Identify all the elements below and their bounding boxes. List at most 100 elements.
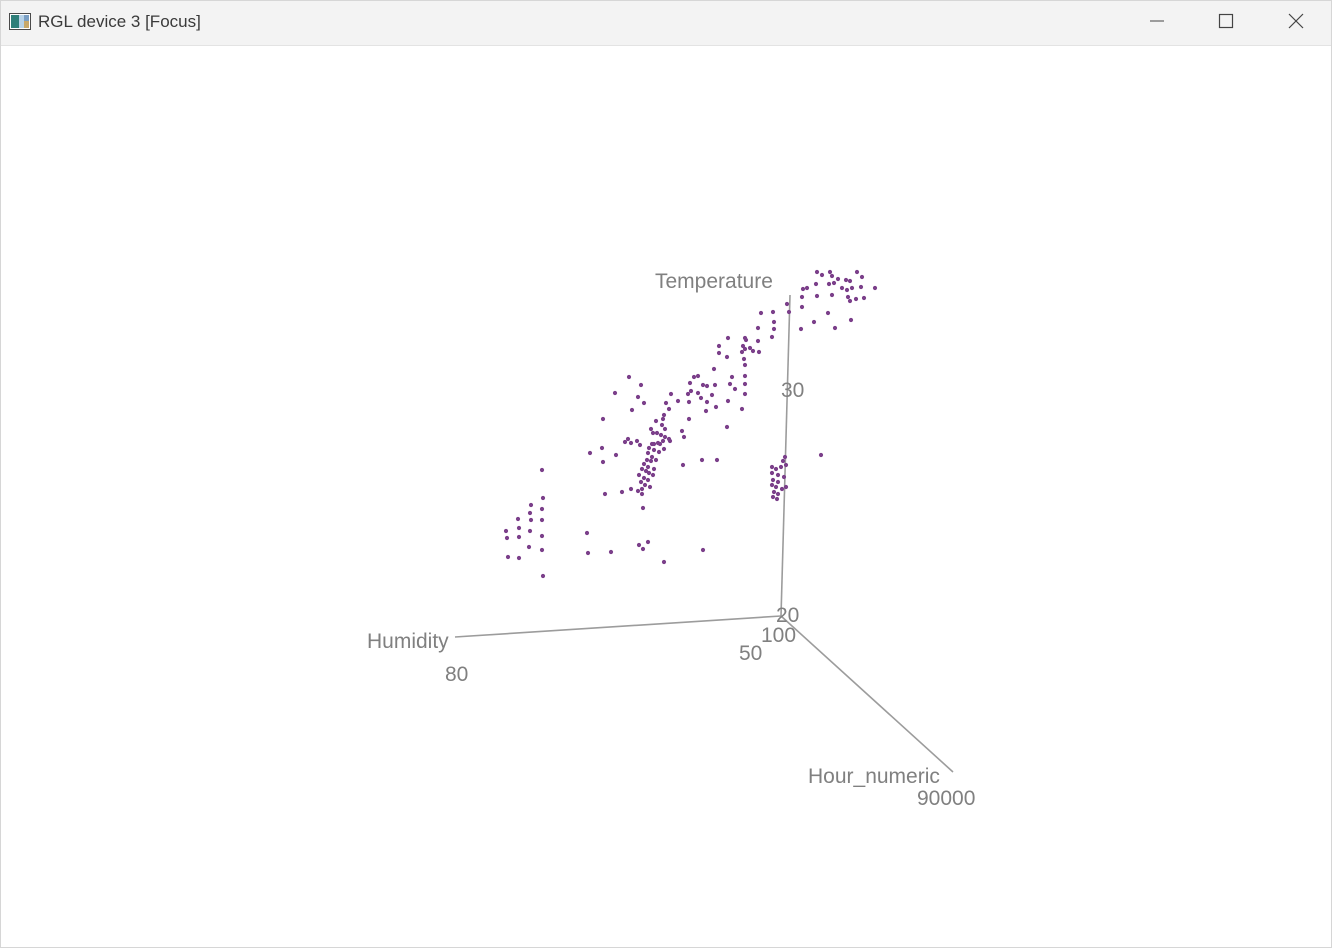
- data-point: [741, 356, 747, 362]
- data-point: [800, 286, 806, 292]
- data-point: [818, 452, 824, 458]
- data-point: [641, 461, 647, 467]
- data-point: [640, 546, 646, 552]
- data-point: [858, 284, 864, 290]
- data-point: [686, 399, 692, 405]
- tick-humidity-50: 50: [739, 642, 762, 665]
- data-point: [839, 285, 845, 291]
- data-point: [651, 466, 657, 472]
- data-point: [515, 516, 521, 522]
- maximize-icon: [1218, 13, 1234, 34]
- data-point: [539, 547, 545, 553]
- data-point: [716, 343, 722, 349]
- data-point: [653, 418, 659, 424]
- data-point: [700, 382, 706, 388]
- data-point: [527, 510, 533, 516]
- data-point: [613, 452, 619, 458]
- data-point: [773, 484, 779, 490]
- data-point: [780, 458, 786, 464]
- data-point: [646, 470, 652, 476]
- data-point: [778, 464, 784, 470]
- data-point: [727, 381, 733, 387]
- data-point: [645, 450, 651, 456]
- data-point: [782, 454, 788, 460]
- data-point: [602, 491, 608, 497]
- window-title: RGL device 3 [Focus]: [38, 12, 201, 31]
- data-point: [638, 382, 644, 388]
- data-point: [662, 426, 668, 432]
- data-point: [685, 391, 691, 397]
- scatter3d-plot[interactable]: Temperature Humidity Hour_numeric 30 20 …: [1, 46, 1331, 947]
- data-point: [645, 464, 651, 470]
- data-point: [755, 325, 761, 331]
- data-point: [750, 348, 756, 354]
- data-point: [661, 412, 667, 418]
- data-point: [612, 390, 618, 396]
- data-point: [628, 486, 634, 492]
- data-point: [642, 482, 648, 488]
- data-point: [747, 345, 753, 351]
- data-point: [861, 295, 867, 301]
- maximize-button[interactable]: [1191, 1, 1261, 45]
- data-point: [814, 269, 820, 275]
- plot-area[interactable]: Temperature Humidity Hour_numeric 30 20 …: [1, 46, 1331, 947]
- data-point: [599, 445, 605, 451]
- data-point: [695, 373, 701, 379]
- data-point: [813, 281, 819, 287]
- data-point: [742, 391, 748, 397]
- data-point: [503, 528, 509, 534]
- data-point: [775, 472, 781, 478]
- data-point: [725, 335, 731, 341]
- data-point: [516, 525, 522, 531]
- data-point: [786, 309, 792, 315]
- data-point: [636, 472, 642, 478]
- tick-humidity-80: 80: [445, 663, 468, 686]
- tick-temperature-20: 20: [776, 604, 799, 627]
- data-point: [681, 434, 687, 440]
- data-point: [688, 388, 694, 394]
- title-bar[interactable]: RGL device 3 [Focus]: [1, 1, 1331, 46]
- data-point: [743, 337, 749, 343]
- data-point: [826, 281, 832, 287]
- data-point: [641, 400, 647, 406]
- data-point: [698, 395, 704, 401]
- data-point: [713, 404, 719, 410]
- data-point: [769, 482, 775, 488]
- data-point: [629, 407, 635, 413]
- data-point: [653, 457, 659, 463]
- data-point: [679, 428, 685, 434]
- data-point: [847, 278, 853, 284]
- data-point: [680, 462, 686, 468]
- data-point: [639, 486, 645, 492]
- data-point: [825, 310, 831, 316]
- data-point: [644, 457, 650, 463]
- data-point: [539, 517, 545, 523]
- data-point: [847, 298, 853, 304]
- data-point: [657, 441, 663, 447]
- data-point: [711, 366, 717, 372]
- data-point: [832, 325, 838, 331]
- minimize-button[interactable]: [1122, 1, 1192, 45]
- rgl-app-icon: [9, 13, 31, 30]
- data-point: [829, 292, 835, 298]
- data-point: [755, 338, 761, 344]
- data-point: [854, 269, 860, 275]
- close-button[interactable]: [1261, 1, 1331, 45]
- data-point: [640, 505, 646, 511]
- hour-axis-label: Hour_numeric: [808, 765, 940, 788]
- data-point: [625, 436, 631, 442]
- data-point: [742, 381, 748, 387]
- data-point: [639, 491, 645, 497]
- data-point: [638, 479, 644, 485]
- data-point: [675, 398, 681, 404]
- data-point: [804, 285, 810, 291]
- data-point: [732, 386, 738, 392]
- data-point: [740, 343, 746, 349]
- data-point: [779, 486, 785, 492]
- data-point: [650, 430, 656, 436]
- data-point: [539, 533, 545, 539]
- data-point: [540, 573, 546, 579]
- data-point: [651, 441, 657, 447]
- data-point: [619, 489, 625, 495]
